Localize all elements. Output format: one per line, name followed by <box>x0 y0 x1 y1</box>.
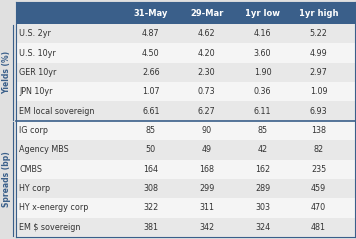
Text: 138: 138 <box>311 126 326 135</box>
Bar <box>16 218 355 237</box>
Text: 50: 50 <box>146 145 156 154</box>
Text: 2.97: 2.97 <box>310 68 328 77</box>
Text: 322: 322 <box>143 203 158 212</box>
Bar <box>16 160 355 179</box>
Text: HY corp: HY corp <box>19 184 50 193</box>
Bar <box>16 24 355 43</box>
Text: 164: 164 <box>143 165 158 174</box>
Text: 299: 299 <box>199 184 214 193</box>
Text: 1.90: 1.90 <box>254 68 271 77</box>
Text: 82: 82 <box>314 145 324 154</box>
Text: 29-Mar: 29-Mar <box>190 9 223 17</box>
Text: 470: 470 <box>311 203 326 212</box>
Text: EM $ sovereign: EM $ sovereign <box>19 223 80 232</box>
Text: 308: 308 <box>143 184 158 193</box>
Text: 4.16: 4.16 <box>254 29 271 38</box>
Text: CMBS: CMBS <box>19 165 42 174</box>
Text: 4.99: 4.99 <box>310 49 328 58</box>
Text: 3.60: 3.60 <box>254 49 271 58</box>
Text: 4.62: 4.62 <box>198 29 215 38</box>
Text: 289: 289 <box>255 184 270 193</box>
Text: 6.27: 6.27 <box>198 107 216 116</box>
Text: U.S. 2yr: U.S. 2yr <box>19 29 51 38</box>
Text: 1yr high: 1yr high <box>299 9 338 17</box>
Text: 85: 85 <box>257 126 268 135</box>
Bar <box>16 43 355 63</box>
Text: Spreads (bp): Spreads (bp) <box>2 151 11 207</box>
Text: 85: 85 <box>146 126 156 135</box>
Text: 162: 162 <box>255 165 270 174</box>
Text: 303: 303 <box>255 203 270 212</box>
Text: Agency MBS: Agency MBS <box>19 145 69 154</box>
Text: 235: 235 <box>311 165 326 174</box>
Text: Yields (%): Yields (%) <box>2 51 11 94</box>
Text: 1yr low: 1yr low <box>245 9 280 17</box>
Text: 2.30: 2.30 <box>198 68 215 77</box>
Text: U.S. 10yr: U.S. 10yr <box>19 49 56 58</box>
Text: 42: 42 <box>257 145 268 154</box>
Text: 2.66: 2.66 <box>142 68 159 77</box>
Text: JPN 10yr: JPN 10yr <box>19 87 52 96</box>
Text: 459: 459 <box>311 184 326 193</box>
Bar <box>16 198 355 218</box>
Bar <box>16 63 355 82</box>
Text: GER 10yr: GER 10yr <box>19 68 56 77</box>
Bar <box>16 140 355 160</box>
Bar <box>16 121 355 140</box>
Text: 0.36: 0.36 <box>254 87 271 96</box>
Text: EM local sovereign: EM local sovereign <box>19 107 94 116</box>
Text: 0.73: 0.73 <box>198 87 215 96</box>
Text: 5.22: 5.22 <box>310 29 328 38</box>
Bar <box>16 179 355 198</box>
Text: 311: 311 <box>199 203 214 212</box>
Bar <box>16 82 355 101</box>
Text: 49: 49 <box>201 145 212 154</box>
Text: 6.11: 6.11 <box>254 107 271 116</box>
Text: 4.50: 4.50 <box>142 49 159 58</box>
Text: HY x-energy corp: HY x-energy corp <box>19 203 88 212</box>
Text: 342: 342 <box>199 223 214 232</box>
Text: 324: 324 <box>255 223 270 232</box>
Text: 1.09: 1.09 <box>310 87 328 96</box>
Text: IG corp: IG corp <box>19 126 48 135</box>
Text: 6.61: 6.61 <box>142 107 159 116</box>
Text: 1.07: 1.07 <box>142 87 159 96</box>
Text: 6.93: 6.93 <box>310 107 328 116</box>
Bar <box>16 2 355 24</box>
Text: 481: 481 <box>311 223 326 232</box>
Text: 31-May: 31-May <box>134 9 168 17</box>
Text: 168: 168 <box>199 165 214 174</box>
Text: 4.87: 4.87 <box>142 29 159 38</box>
Text: 90: 90 <box>201 126 212 135</box>
Text: 381: 381 <box>143 223 158 232</box>
Text: 4.20: 4.20 <box>198 49 215 58</box>
Bar <box>16 101 355 121</box>
